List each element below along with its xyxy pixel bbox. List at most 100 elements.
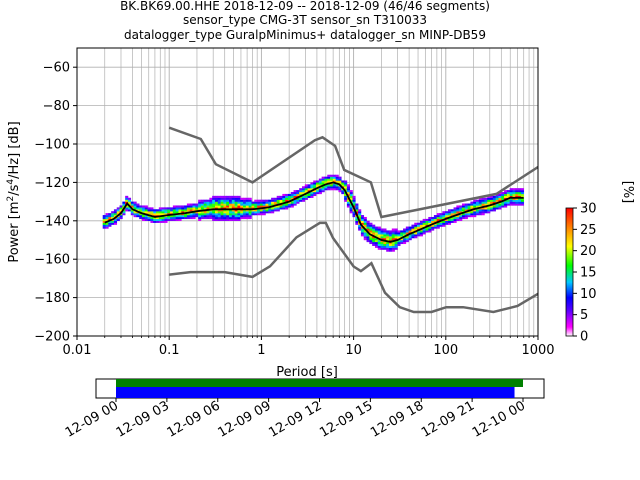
heat-cell	[456, 216, 460, 220]
heat-cell	[495, 199, 499, 202]
heat-cell	[231, 203, 235, 206]
heat-cell	[447, 209, 452, 212]
heat-cell	[150, 216, 154, 220]
heat-cell	[417, 232, 421, 235]
heat-cell	[470, 201, 474, 204]
heat-cell	[450, 211, 454, 214]
heat-cell	[268, 209, 272, 212]
heat-cell	[296, 193, 300, 197]
heat-cell	[447, 211, 452, 214]
heat-cell	[206, 213, 210, 216]
heat-cell	[372, 236, 376, 239]
heat-cell	[358, 226, 362, 229]
heat-cell	[217, 199, 221, 202]
heat-cell	[388, 230, 393, 233]
heat-cell	[209, 205, 213, 208]
heat-cell	[520, 188, 525, 191]
heat-cell	[470, 207, 474, 210]
heat-cell	[374, 238, 379, 241]
heat-cell	[391, 238, 395, 241]
heat-cell	[341, 184, 345, 187]
heat-cell	[442, 220, 446, 223]
heat-cell	[518, 190, 522, 193]
heat-cell	[206, 211, 210, 214]
heat-cell	[217, 203, 221, 206]
heat-cell	[318, 184, 322, 187]
heat-cell	[144, 218, 148, 221]
colorbar: 0 5 10 15 20 25 30 [%]	[565, 181, 635, 345]
heat-cell	[349, 195, 353, 198]
heat-cell	[223, 218, 227, 221]
heat-cell	[310, 192, 314, 195]
heat-cell	[268, 207, 272, 210]
heat-cell	[310, 188, 314, 191]
heat-cell	[506, 203, 510, 206]
heat-cell	[276, 207, 280, 210]
heat-cell	[178, 216, 182, 220]
heat-cell	[212, 215, 216, 218]
heat-cell	[321, 188, 325, 191]
heat-cell	[293, 201, 297, 204]
heat-cell	[453, 209, 457, 212]
heat-cell	[243, 215, 247, 218]
heat-cell	[265, 211, 269, 214]
heat-cell	[487, 195, 491, 198]
heat-cell	[144, 209, 148, 212]
heat-cell	[313, 184, 317, 187]
heat-cell	[116, 211, 120, 214]
heat-cell	[243, 199, 247, 202]
heat-cell	[257, 199, 261, 202]
heat-cell	[383, 228, 387, 231]
heat-cell	[130, 205, 134, 208]
heat-cell	[383, 236, 387, 239]
heat-cell	[268, 203, 272, 206]
heat-cell	[172, 207, 176, 210]
heat-cell	[133, 215, 137, 218]
heat-cell	[175, 209, 179, 212]
heat-cell	[450, 220, 454, 223]
heat-cell	[335, 174, 339, 177]
heat-cell	[316, 190, 320, 193]
y-axis-label: Power [m2/s4/Hz] [dB]	[6, 121, 22, 262]
date-tick-label: 12-09 15	[317, 398, 375, 440]
heat-cell	[282, 203, 286, 206]
y-tick-label: −140	[34, 214, 70, 229]
heat-cell	[349, 193, 353, 197]
heat-cell	[150, 209, 154, 212]
heat-cell	[408, 238, 412, 241]
heat-cell	[276, 201, 280, 204]
heat-cell	[459, 215, 463, 218]
heat-cell	[251, 205, 255, 208]
heat-cell	[285, 193, 289, 197]
heat-cell	[271, 199, 275, 202]
heat-cell	[282, 207, 286, 210]
heat-cell	[442, 213, 446, 216]
mean-psd-line	[104, 181, 524, 243]
heat-cell	[383, 247, 387, 250]
heat-cell	[453, 220, 457, 223]
heat-cell	[506, 190, 510, 193]
heat-cell	[181, 216, 185, 220]
heat-cell	[431, 218, 435, 221]
heat-cell	[203, 199, 207, 202]
heat-cell	[271, 201, 275, 204]
heat-cell	[484, 211, 488, 214]
heat-cell	[287, 205, 292, 208]
heat-cell	[136, 203, 140, 206]
heat-cell	[214, 216, 219, 220]
heat-cell	[464, 213, 468, 216]
heat-cell	[512, 201, 516, 204]
heat-cell	[217, 205, 221, 208]
heat-cell	[498, 203, 502, 206]
heat-cell	[214, 218, 219, 221]
heat-cell	[122, 209, 126, 212]
heat-cell	[366, 226, 370, 229]
heat-cell	[380, 234, 384, 237]
heat-cell	[214, 211, 219, 214]
heat-cell	[240, 197, 244, 200]
heat-cell	[360, 220, 365, 223]
heat-cell	[419, 234, 423, 237]
heat-cell	[403, 234, 407, 237]
heat-cell	[369, 224, 373, 227]
heat-cell	[251, 201, 255, 204]
